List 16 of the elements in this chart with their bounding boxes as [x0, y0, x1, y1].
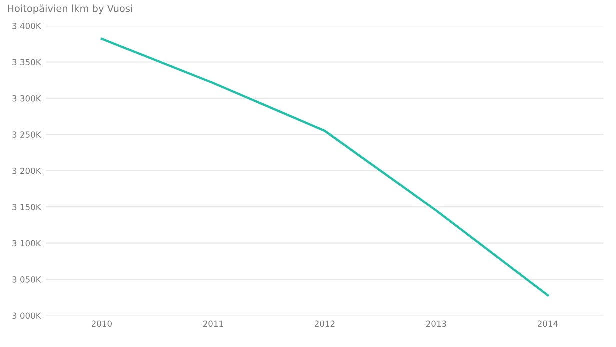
y-tick-label: 3 300K — [12, 95, 42, 102]
x-tick-label: 2013 — [426, 320, 446, 328]
y-tick-label: 3 350K — [12, 59, 42, 66]
line-series — [100, 38, 550, 297]
chart-title: Hoitopäivien lkm by Vuosi — [8, 4, 132, 14]
x-tick-label: 2010 — [92, 320, 112, 328]
y-tick-label: 3 100K — [12, 240, 42, 247]
y-tick-label: 3 200K — [12, 168, 42, 174]
x-tick-label: 2012 — [314, 320, 335, 328]
y-tick-label: 3 000K — [12, 312, 42, 320]
y-tick-label: 3 250K — [12, 132, 42, 138]
x-tick-label: 2011 — [203, 320, 224, 328]
y-tick-label: 3 150K — [12, 204, 42, 210]
y-tick-label: 3 050K — [12, 276, 42, 283]
x-tick-label: 2014 — [538, 320, 558, 328]
y-tick-label: 3 400K — [12, 23, 42, 30]
